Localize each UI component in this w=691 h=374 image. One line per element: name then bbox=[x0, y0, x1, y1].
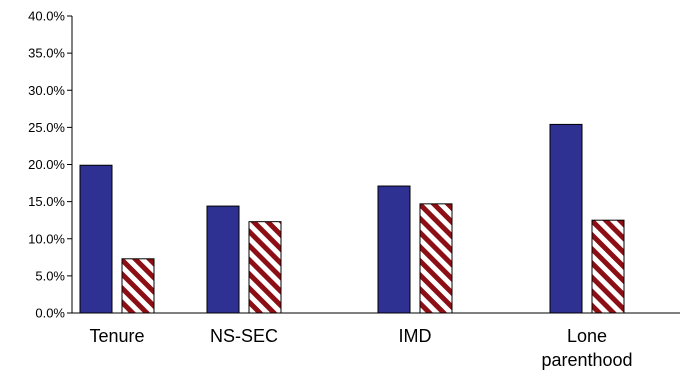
y-tick-label: 5.0% bbox=[35, 268, 65, 283]
bar-lone-parenthood-series-2 bbox=[591, 219, 625, 314]
x-category-label: Tenure bbox=[89, 326, 144, 346]
bar-tenure-series-2 bbox=[121, 258, 155, 314]
chart-bars bbox=[79, 123, 625, 314]
x-category-label: NS-SEC bbox=[210, 326, 278, 346]
bar-ns-sec-series-2 bbox=[248, 221, 282, 314]
bar-imd-series-1 bbox=[377, 185, 411, 314]
y-tick-label: 35.0% bbox=[28, 46, 65, 61]
x-category-label: Lone parenthood bbox=[541, 326, 632, 370]
x-axis-categories: Tenure NS-SEC IMD Lone parenthood bbox=[89, 326, 632, 370]
y-tick-label: 40.0% bbox=[28, 9, 65, 24]
y-tick-label: 15.0% bbox=[28, 194, 65, 209]
bar-lone-parenthood-series-1 bbox=[549, 123, 583, 314]
y-tick-label: 25.0% bbox=[28, 120, 65, 135]
chart-axes bbox=[71, 16, 680, 314]
bar-imd-series-2 bbox=[419, 203, 453, 314]
y-axis-ticks: 0.0% 5.0% 10.0% 15.0% 20.0% 25.0% 30.0% 35.0% 40… bbox=[28, 9, 72, 321]
bar-ns-sec-series-1 bbox=[206, 205, 240, 314]
y-tick-label: 20.0% bbox=[28, 157, 65, 172]
y-tick-label: 10.0% bbox=[28, 231, 65, 246]
y-tick-label: 0.0% bbox=[35, 306, 65, 321]
y-tick-label: 30.0% bbox=[28, 83, 65, 98]
x-category-label: IMD bbox=[399, 326, 432, 346]
bar-tenure-series-1 bbox=[79, 164, 113, 314]
